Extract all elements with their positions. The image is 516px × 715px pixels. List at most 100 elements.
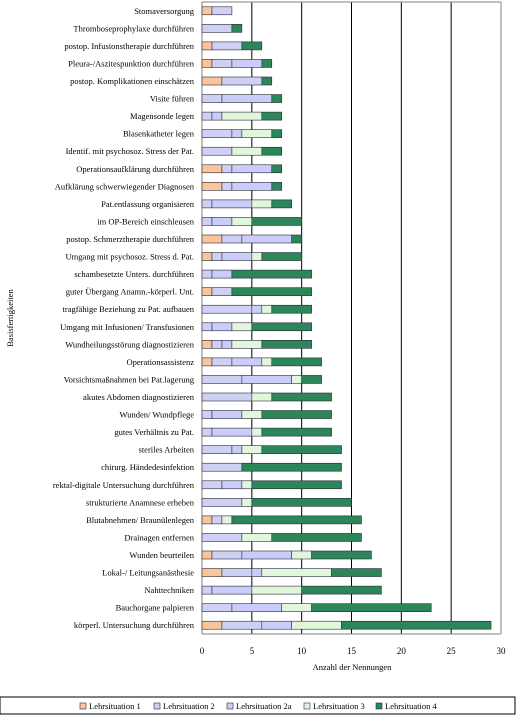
bar-segment-5 [271,533,362,542]
category-label: strukturierte Anamnese erheben [86,497,195,507]
bar-segment-3 [211,410,243,419]
bar-segment-4 [251,427,263,437]
bar-segment-5 [271,182,283,191]
bar-segment-3 [211,199,253,209]
category-label: Wunden beurteilen [129,550,194,560]
bar-segment-5 [291,234,302,244]
bar-segment-4 [291,620,342,630]
bar-segment-5 [261,59,273,68]
bar-segment-5 [251,217,302,226]
category-label: akutes Abdomen diagnostizieren [83,392,195,402]
bar-segment-5 [251,322,312,332]
bar-segment-5 [241,41,263,51]
bar-segment-2 [201,217,213,226]
bar-segment-2 [221,182,233,191]
bar-segment-1 [201,515,213,525]
bar-segment-5 [311,550,372,560]
bar-segment-2 [221,568,253,577]
bar-segment-2 [201,375,243,384]
category-label: rektal-digitale Untersuchung durchführen [53,480,195,490]
bar-segment-4 [241,129,273,138]
bar-segment-2 [201,111,213,121]
bar-segment-1 [201,252,213,261]
bar-segment-4 [291,550,312,560]
bar-segment-4 [241,480,253,490]
bar-segment-2 [201,462,243,472]
bar-segment-4 [261,304,273,314]
bar-segment-1 [201,76,223,86]
category-label: Wundheilungsstörung diagnostizieren [65,339,195,349]
category-label: Magensonde legen [130,111,195,121]
bar-segment-2 [211,550,243,560]
bar-segment-4 [251,252,263,261]
bar-segment-5 [261,252,302,261]
bar-segment-4 [251,392,273,402]
category-label: guter Übergang Anamn.-körperl. Unt. [66,287,194,297]
bar-segment-2 [201,199,213,209]
bar-segment-1 [201,357,213,367]
bar-segment-2 [201,445,233,454]
bar-segment-2 [201,585,213,595]
category-label: Wunden/ Wundpflege [120,410,195,420]
bar-segment-5 [261,410,332,419]
bar-segment-3 [251,568,263,577]
bar-segment-3 [241,375,293,384]
x-tick-label: 15 [347,646,357,656]
bar-segment-4 [241,410,263,419]
bar-segment-2 [221,164,233,174]
bar-segment-2 [201,94,223,103]
bar-segment-5 [241,462,342,472]
x-axis-title: Anzahl der Nennungen [313,662,393,672]
bar-segment-3 [231,445,243,454]
bar-segment-2 [201,392,253,402]
legend-swatch-3 [226,702,234,710]
x-tick-label: 20 [397,646,407,656]
bar-segment-1 [201,59,213,68]
category-label: Operationsassistenz [126,357,194,367]
bar-segment-2 [211,287,233,296]
legend-swatch-2 [153,702,161,710]
bar-segment-1 [201,41,213,51]
bar-segment-2 [221,620,263,630]
bar-segment-2 [201,322,213,332]
x-tick-label: 5 [250,646,255,656]
bar-segment-5 [261,76,273,86]
bar-segment-4 [241,445,263,454]
bar-segment-5 [271,357,322,367]
bar-segment-5 [261,111,283,121]
legend-label-3: Lehrsituation 2a [236,701,292,711]
category-label: Umgang mit Infusionen/ Transfusionen [60,322,195,332]
bar-segment-5 [271,392,332,402]
bar-segment-5 [311,603,432,612]
bar-segment-2 [211,41,243,51]
bar-segment-4 [261,568,332,577]
bar-segment-5 [301,375,322,384]
bar-segment-3 [221,340,233,349]
bar-segment-3 [221,480,243,490]
legend-swatch-4 [303,702,311,710]
category-label: Visite führen [150,94,195,104]
bar-segment-5 [231,24,243,33]
gridlines [201,1,502,635]
bar-segment-5 [231,515,362,525]
bar-segment-1 [201,164,223,174]
legend-border [0,696,516,715]
category-label: Vorsichtsmaßnahmen bei Pat.lagerung [64,374,195,384]
bar-segment-1 [201,340,213,349]
bar-segment-2 [211,340,223,349]
category-label: Drainagen entfernen [124,532,194,542]
bar-segment-1 [201,234,223,244]
bar-segment-3 [211,427,253,437]
bar-segment-5 [271,94,283,103]
bar-segment-4 [291,375,302,384]
bar-segment-4 [281,603,312,612]
bar-segment-2 [211,59,233,68]
x-tick-label: 30 [497,646,507,656]
bar-segment-4 [221,111,263,121]
bar-segment-4 [221,515,233,525]
category-label: Identif. mit psychosoz. Stress der Pat. [66,146,194,156]
category-label: postop. Infusionstherapie durchführen [64,41,194,51]
bar-segment-1 [201,6,213,16]
category-label: Aufklärung schwerwiegender Diagnosen [55,181,195,191]
